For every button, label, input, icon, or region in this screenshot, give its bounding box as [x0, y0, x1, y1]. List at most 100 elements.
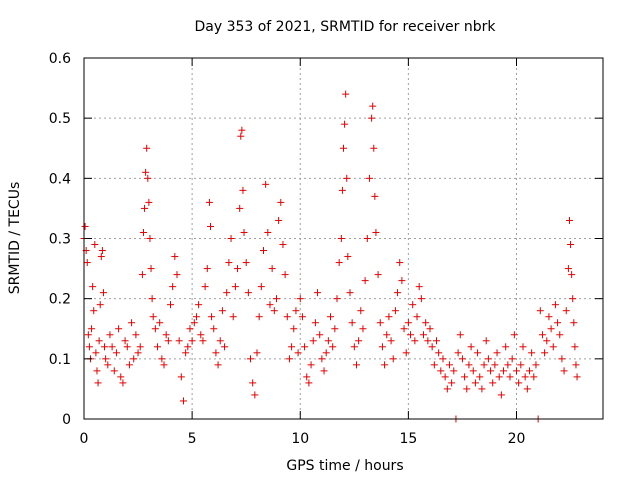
- data-point: [97, 253, 105, 261]
- data-point: [240, 228, 248, 236]
- data-point: [221, 343, 229, 351]
- data-point: [374, 271, 382, 279]
- data-point: [521, 373, 529, 381]
- data-point: [98, 247, 106, 255]
- data-point: [151, 325, 159, 333]
- data-point: [370, 144, 378, 152]
- data-point: [564, 265, 572, 273]
- data-point: [316, 331, 324, 339]
- data-point: [426, 325, 434, 333]
- data-point: [409, 301, 417, 309]
- data-point: [208, 313, 216, 321]
- data-point: [130, 355, 138, 363]
- data-point: [445, 361, 453, 369]
- data-point: [121, 337, 129, 345]
- data-point: [108, 343, 116, 351]
- x-tick-label: 0: [80, 431, 89, 447]
- data-point: [236, 204, 244, 212]
- data-point: [385, 313, 393, 321]
- x-tick-label: 5: [188, 431, 197, 447]
- data-point: [234, 265, 242, 273]
- data-point: [569, 295, 577, 303]
- data-point: [420, 331, 428, 339]
- data-point: [340, 144, 347, 152]
- data-point: [239, 186, 247, 194]
- data-point: [404, 319, 412, 327]
- data-point: [469, 367, 477, 375]
- data-point: [361, 277, 369, 285]
- data-point: [292, 307, 300, 315]
- data-point: [244, 289, 252, 297]
- data-point: [227, 235, 235, 242]
- data-point: [465, 361, 473, 369]
- data-point: [89, 283, 97, 291]
- data-point: [450, 367, 458, 375]
- data-point: [341, 120, 349, 128]
- data-point: [515, 379, 523, 387]
- data-point: [102, 355, 110, 363]
- grid-lines: [84, 58, 603, 419]
- data-point: [495, 373, 503, 381]
- data-point: [101, 343, 109, 351]
- data-point: [81, 222, 89, 230]
- data-point: [309, 337, 317, 345]
- data-point: [303, 373, 311, 381]
- data-point: [480, 361, 488, 369]
- data-point: [344, 253, 352, 261]
- data-point: [532, 361, 540, 369]
- data-point: [184, 343, 192, 351]
- data-point: [99, 289, 107, 297]
- data-point: [428, 343, 436, 351]
- data-point: [381, 361, 389, 369]
- data-point: [305, 379, 313, 387]
- data-point: [182, 349, 190, 357]
- data-point: [210, 325, 218, 333]
- data-point: [338, 186, 346, 194]
- y-tick-label: 0.4: [49, 171, 71, 187]
- data-point: [545, 313, 553, 321]
- data-point: [525, 367, 533, 375]
- data-point: [435, 349, 443, 357]
- data-point: [570, 319, 578, 327]
- data-point: [350, 343, 358, 351]
- data-point: [396, 259, 404, 267]
- data-point: [513, 367, 520, 375]
- data-point: [331, 325, 339, 333]
- data-point: [249, 379, 257, 387]
- data-point: [371, 192, 379, 200]
- data-point: [413, 313, 421, 321]
- data-point: [110, 367, 118, 375]
- data-point: [298, 313, 306, 321]
- data-point: [558, 355, 566, 363]
- data-point: [528, 349, 536, 357]
- data-point: [530, 373, 538, 381]
- data-point: [538, 331, 546, 339]
- data-point: [205, 198, 213, 206]
- data-point: [568, 271, 576, 279]
- data-point: [266, 301, 274, 309]
- data-point: [422, 319, 430, 327]
- data-point: [329, 343, 337, 351]
- data-point: [145, 198, 153, 206]
- data-point: [134, 349, 142, 357]
- data-point: [441, 373, 449, 381]
- data-point: [324, 337, 332, 345]
- data-point: [541, 349, 549, 357]
- data-point: [147, 265, 155, 273]
- data-point: [484, 355, 492, 363]
- data-point: [536, 307, 544, 315]
- data-point: [281, 271, 289, 279]
- data-point: [368, 114, 376, 122]
- data-point: [478, 385, 486, 393]
- data-point: [510, 331, 518, 339]
- data-point: [376, 319, 384, 327]
- data-point: [143, 144, 151, 152]
- data-point: [255, 313, 263, 321]
- data-point: [556, 331, 564, 339]
- data-point: [415, 283, 423, 291]
- data-point: [311, 319, 319, 327]
- data-point: [417, 295, 425, 303]
- data-point: [560, 367, 568, 375]
- data-point: [348, 319, 356, 327]
- data-point: [320, 367, 328, 375]
